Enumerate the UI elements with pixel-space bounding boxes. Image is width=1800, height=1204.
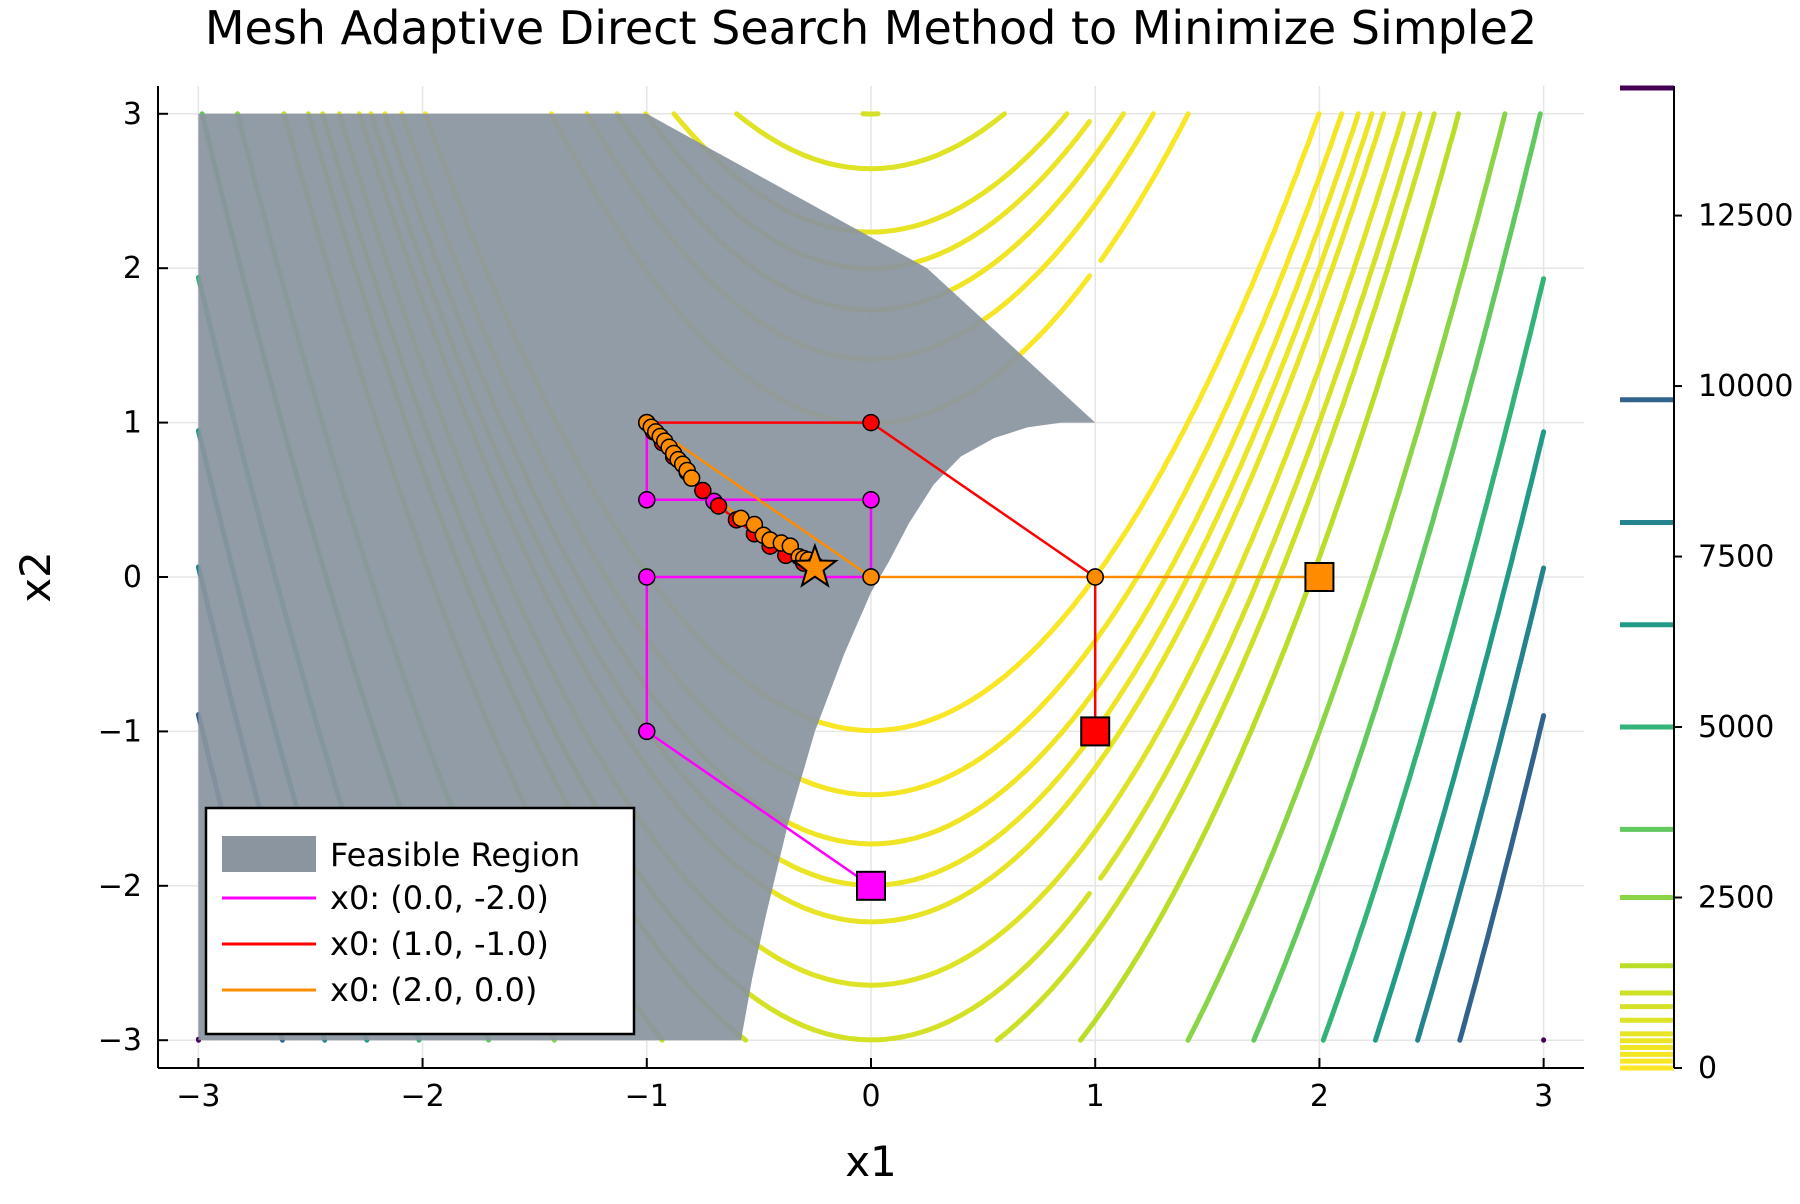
series-point [1086, 568, 1104, 586]
series-point [709, 497, 728, 515]
y-axis-label: x2 [11, 551, 60, 603]
colorbar-tick-label: 0 [1698, 1051, 1717, 1086]
x-tick-label: −1 [625, 1079, 669, 1114]
legend-label-series: x0: (1.0, -1.0) [330, 925, 549, 963]
y-tick-label: 3 [123, 97, 142, 132]
x-tick-label: 0 [861, 1079, 880, 1114]
x-axis-label: x1 [845, 1137, 897, 1186]
colorbar-tick-label: 12500 [1698, 199, 1793, 234]
colorbar-tick-label: 7500 [1698, 540, 1774, 575]
legend: Feasible Region x0: (0.0, -2.0) x0: (1.0, … [204, 806, 636, 1036]
colorbar-tick-label: 10000 [1698, 369, 1793, 404]
y-tick-label: 2 [123, 251, 142, 286]
series-point [694, 481, 712, 500]
x-tick-label: −2 [400, 1079, 444, 1114]
y-tick-label: 0 [123, 560, 142, 595]
y-tick-label: 1 [123, 406, 142, 441]
series-point [862, 491, 880, 509]
series-point [638, 722, 656, 741]
start-marker [1304, 562, 1335, 592]
legend-label-series: x0: (2.0, 0.0) [330, 971, 537, 1009]
legend-label-series: x0: (0.0, -2.0) [330, 879, 549, 917]
series-point [638, 491, 656, 509]
series-point [682, 469, 701, 487]
colorbar: 0 2500 5000 7500 10000 12500 [1620, 85, 1793, 1086]
series-point [862, 413, 880, 432]
y-tick-label: −1 [98, 714, 142, 749]
x-tick-label: 1 [1086, 1079, 1105, 1114]
colorbar-tick-label: 5000 [1698, 710, 1774, 745]
colorbar-tick-label: 2500 [1698, 881, 1774, 916]
start-marker [1080, 716, 1111, 747]
x-tick-label: 3 [1534, 1079, 1553, 1114]
chart-title: Mesh Adaptive Direct Search Method to Mi… [205, 1, 1537, 55]
path-layer [638, 413, 1335, 901]
x-tick-label: 2 [1310, 1079, 1329, 1114]
x-tick-label: −3 [176, 1079, 220, 1114]
series-point [638, 568, 656, 586]
end-star-marker [791, 542, 839, 588]
y-tick-label: −3 [98, 1023, 142, 1058]
axes-layer: −3 −2 −1 0 1 2 3 −3 −2 −1 0 1 2 3 [98, 86, 1584, 1114]
start-marker [856, 870, 886, 901]
y-tick-label: −2 [98, 869, 142, 904]
legend-label-feasible: Feasible Region [330, 836, 580, 874]
series-point [862, 568, 880, 586]
legend-swatch-feasible [222, 836, 316, 872]
